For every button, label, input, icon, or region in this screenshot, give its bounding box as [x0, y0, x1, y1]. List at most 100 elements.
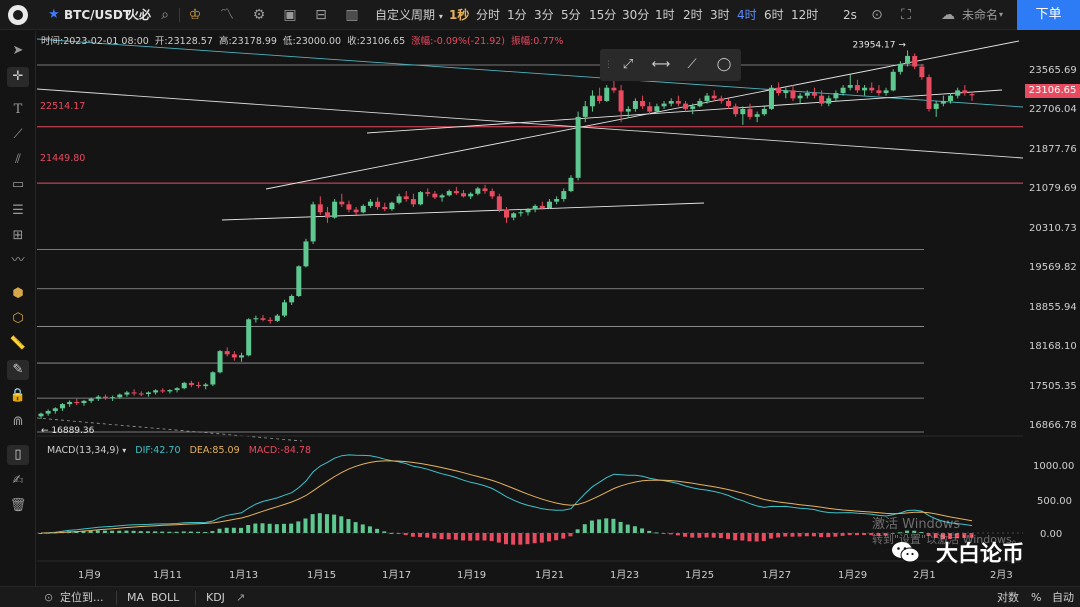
layout-name[interactable]: 未命名 — [962, 8, 999, 22]
save-template-icon[interactable]: ⊟ — [315, 7, 327, 23]
auto-scale-toggle[interactable]: 自动 — [1052, 591, 1074, 604]
place-order-button[interactable]: 下单 — [1017, 0, 1080, 30]
bookmark-icon[interactable]: ▯ — [7, 445, 29, 465]
ruler-icon[interactable]: 📏 — [9, 336, 27, 351]
lock-icon[interactable]: 🔒 — [9, 388, 27, 403]
gold-tool-icon[interactable]: ⬢ — [12, 286, 24, 301]
candle-body — [675, 100, 681, 104]
price-chart[interactable]: 23954.17 → ← 16889.36 — [37, 31, 1023, 586]
cloud-icon[interactable]: ☁ — [941, 7, 955, 23]
macd-histogram-bar — [604, 518, 609, 533]
parallel-lines-icon[interactable]: ☰ — [12, 203, 24, 218]
price-axis[interactable] — [1023, 31, 1080, 586]
macd-chevron-icon[interactable]: ▾ — [122, 446, 127, 455]
macd-histogram-bar — [740, 533, 745, 541]
crown-icon[interactable]: ♔ — [188, 7, 202, 23]
cursor-arrow-icon[interactable]: ➤ — [12, 43, 24, 58]
timeframe-tab-5[interactable]: 15分 — [589, 8, 617, 22]
macd-histogram-bar — [768, 533, 773, 539]
timeframe-tab-7[interactable]: 1时 — [655, 8, 675, 22]
trend-line-icon[interactable]: ⟋ — [13, 127, 23, 142]
candle-body — [532, 205, 538, 210]
locate-icon[interactable]: ⊙ — [44, 591, 54, 604]
wechat-icon — [892, 542, 920, 563]
macd-histogram-bar — [253, 523, 258, 533]
macd-histogram-bar — [153, 531, 158, 533]
kdj-indicator-button[interactable]: KDJ — [206, 591, 225, 604]
favorite-star-icon[interactable]: ★ — [48, 7, 60, 22]
timeframe-tab-11[interactable]: 6时 — [764, 8, 784, 22]
locate-to-button[interactable]: 定位到... — [60, 591, 104, 604]
timeframe-tab-4[interactable]: 5分 — [561, 8, 581, 22]
candle-body — [432, 193, 438, 198]
refresh-interval[interactable]: 2s — [843, 8, 857, 22]
timeframe-tab-1[interactable]: 分时 — [476, 8, 501, 22]
chart-type-icon[interactable]: ▣ — [283, 7, 297, 23]
macd-histogram-bar — [811, 533, 816, 537]
price-axis-label: 22706.04 — [1029, 104, 1077, 115]
timeframe-tab-9[interactable]: 3时 — [710, 8, 730, 22]
candle-body — [754, 114, 760, 117]
ellipse-tool-icon[interactable]: ◯ — [716, 57, 732, 72]
candle-body — [102, 396, 108, 399]
rectangle-tool-icon[interactable]: ▭ — [11, 177, 25, 192]
text-tool-icon[interactable]: T — [13, 102, 23, 117]
camera-icon[interactable]: ⊙ — [871, 7, 883, 23]
candle-body — [511, 213, 517, 218]
timeframe-tab-3[interactable]: 3分 — [534, 8, 554, 22]
grid-tool-icon[interactable]: ⊞ — [12, 228, 24, 243]
custom-period-dropdown[interactable]: 自定义周期 ▾ — [375, 0, 443, 30]
time-axis-label: 1月23 — [610, 570, 640, 581]
brush-icon[interactable]: ✎ — [7, 360, 29, 380]
candle-body — [231, 354, 237, 358]
candle-body — [833, 93, 839, 99]
log-scale-toggle[interactable]: 对数 — [997, 591, 1019, 604]
app-logo-icon — [8, 5, 28, 25]
search-icon[interactable]: ⌕ — [161, 7, 169, 23]
macd-label[interactable]: MACD(13,34,9) — [47, 445, 120, 456]
layout-icon[interactable]: ▥ — [345, 7, 359, 23]
edit-indicator-icon[interactable]: ↗ — [236, 591, 246, 604]
layout-chevron-icon[interactable]: ▾ — [999, 10, 1004, 19]
bottom-toolbar: ⊙ 定位到... MA BOLL KDJ ↗ 对数 % 自动 — [0, 586, 1080, 607]
percent-scale-toggle[interactable]: % — [1031, 591, 1042, 604]
horizontal-line-icon[interactable]: ⟷ — [651, 57, 671, 72]
crosshair-icon[interactable]: ✛ — [7, 67, 29, 87]
macd-histogram-bar — [475, 533, 480, 541]
candle-body — [554, 199, 560, 202]
indicator-chart-icon[interactable]: 〽 — [220, 7, 234, 23]
settings-gear-icon[interactable]: ⚙ — [252, 7, 266, 23]
timeframe-tab-6[interactable]: 30分 — [622, 8, 650, 22]
symbol-name[interactable]: BTC/USDT — [64, 8, 132, 22]
macd-histogram-bar — [482, 533, 487, 541]
drag-handle-icon[interactable]: ⋮ — [604, 60, 613, 70]
price-axis-label: 18168.10 — [1029, 341, 1077, 352]
timeframe-tab-10[interactable]: 4时 — [737, 8, 757, 22]
channel-top-line — [265, 40, 1020, 190]
timeframe-tab-0[interactable]: 1秒 — [449, 8, 470, 22]
candle-body — [711, 95, 717, 99]
gold-pattern-icon[interactable]: ⬡ — [12, 311, 24, 326]
magnet-icon[interactable]: ⋒ — [12, 414, 24, 429]
candle-body — [52, 408, 58, 411]
candle-body — [239, 355, 245, 358]
macd-histogram-bar — [38, 533, 43, 534]
fullscreen-icon[interactable]: ⛶ — [901, 7, 911, 23]
ma-indicator-button[interactable]: MA — [127, 591, 145, 604]
candle-body — [883, 90, 889, 94]
boll-indicator-button[interactable]: BOLL — [151, 591, 180, 604]
edit-list-icon[interactable]: ✍ — [12, 473, 24, 488]
timeframe-tab-8[interactable]: 2时 — [683, 8, 703, 22]
ray-line-icon[interactable]: ⤢ — [622, 57, 634, 72]
timeframe-tab-2[interactable]: 1分 — [507, 8, 527, 22]
fork-tool-icon[interactable]: ⫽ — [15, 152, 21, 167]
macd-histogram-bar — [332, 514, 337, 533]
exchange-name[interactable]: 火必 — [127, 8, 152, 22]
wave-pattern-icon[interactable]: 〰 — [11, 253, 25, 268]
timeframe-tab-12[interactable]: 12时 — [791, 8, 819, 22]
candle-body — [948, 95, 954, 101]
candle-body — [640, 100, 646, 107]
trash-icon[interactable]: 🗑 — [9, 498, 27, 513]
candle-body — [683, 103, 689, 109]
segment-line-icon[interactable]: ⟋ — [687, 57, 697, 72]
